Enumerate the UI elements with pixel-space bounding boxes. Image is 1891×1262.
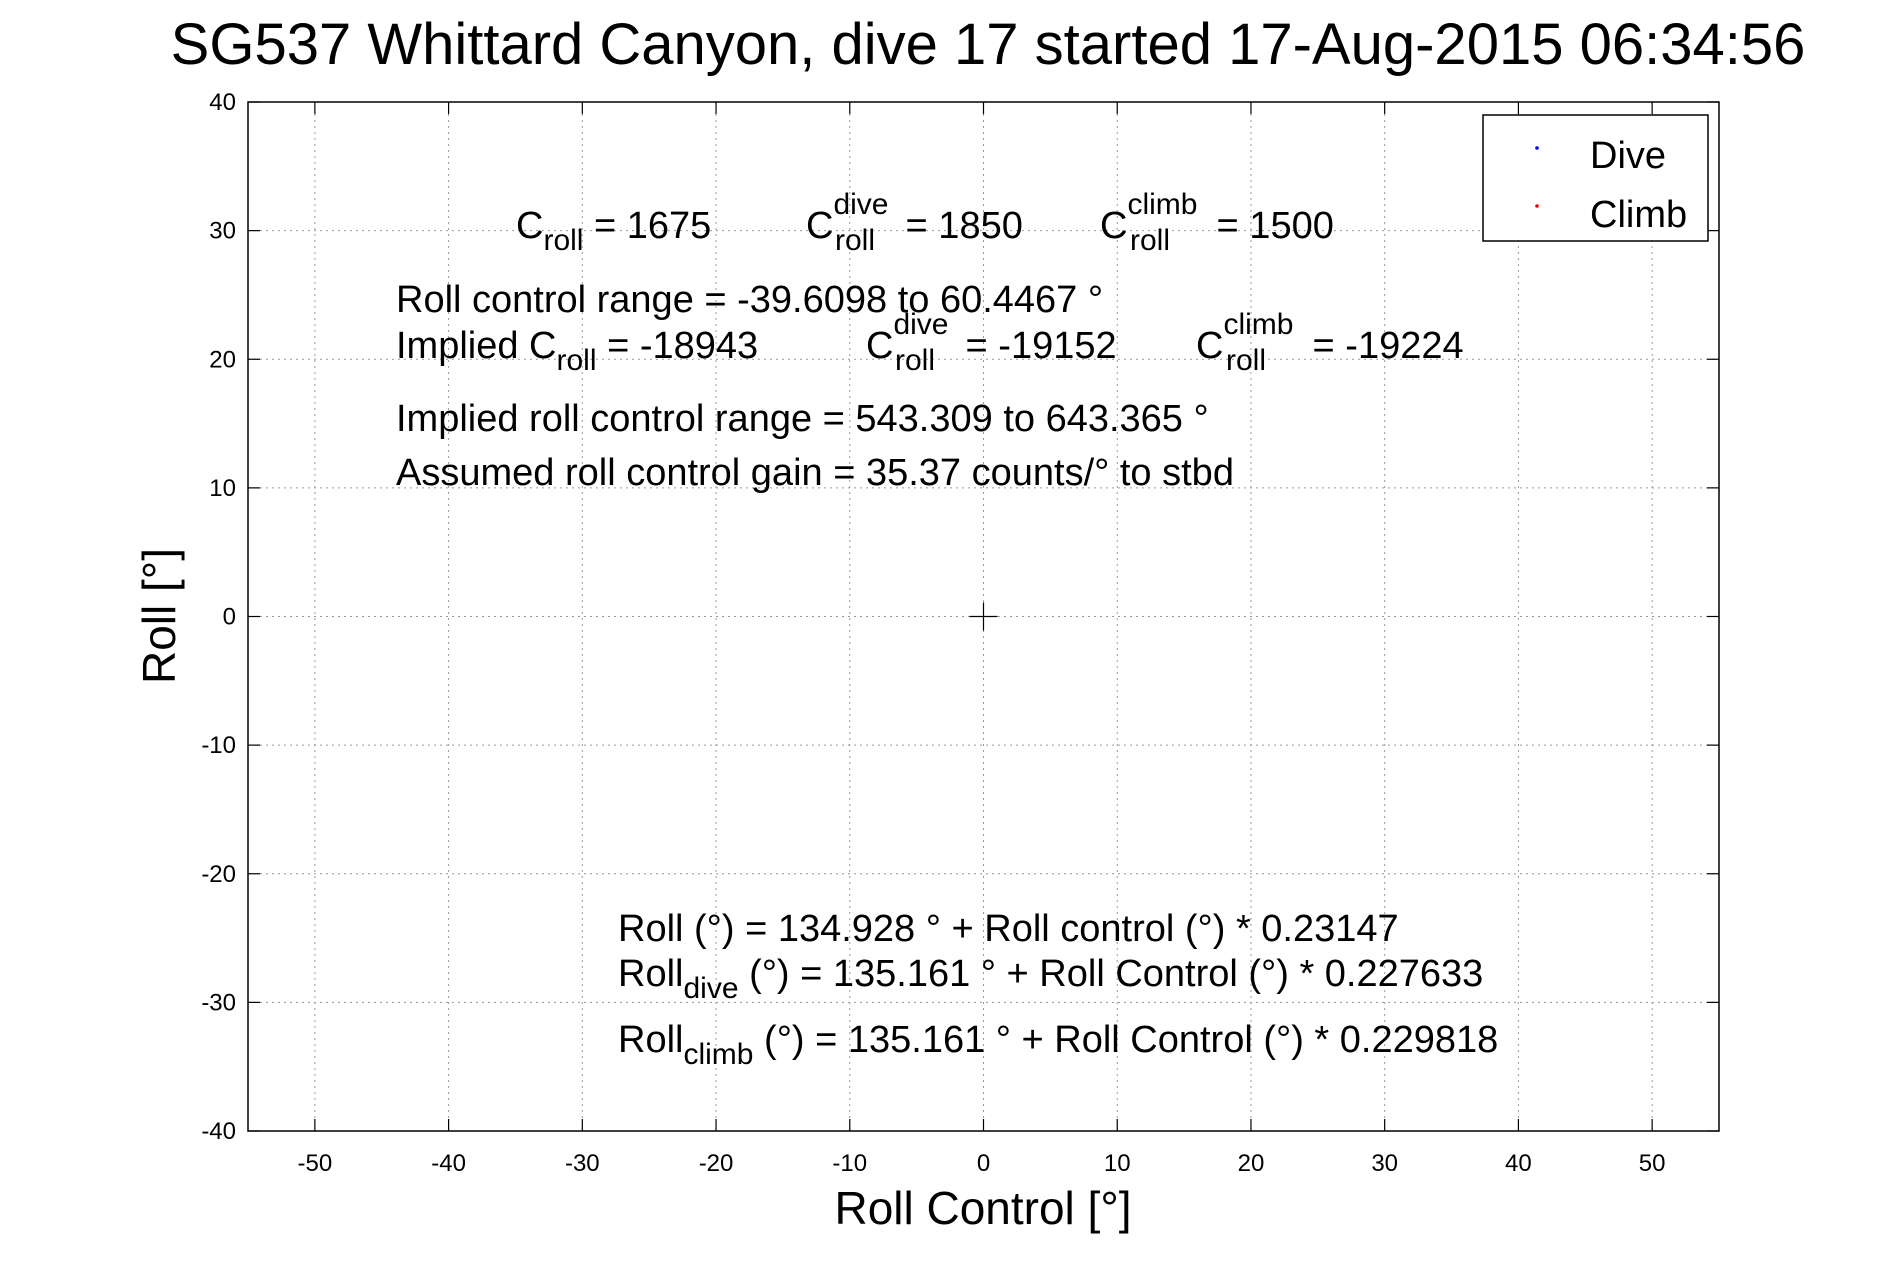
x-tick-label: 40 <box>1505 1150 1532 1177</box>
annotation-implied-c-roll: Implied Croll = -18943 <box>396 325 758 377</box>
annotation-assumed-gain: Assumed roll control gain = 35.37 counts… <box>396 452 1234 494</box>
x-tick-labels: -50 -40 -30 -20 -10 0 10 20 30 40 50 <box>298 1150 1666 1177</box>
y-tick-label: 20 <box>209 346 236 373</box>
x-tick-label: 0 <box>977 1150 990 1177</box>
y-tick-label: -40 <box>201 1118 236 1145</box>
x-tick-label: 50 <box>1639 1150 1666 1177</box>
y-axis-label: Roll [°] <box>133 548 185 684</box>
y-tick-label: -30 <box>201 989 236 1016</box>
y-tick-labels: -40 -30 -20 -10 0 10 20 30 40 <box>201 89 236 1145</box>
x-tick-label: -50 <box>298 1150 333 1177</box>
x-tick-label: 30 <box>1371 1150 1398 1177</box>
annotation-implied-c-roll-dive: Cdive roll = -19152 <box>866 308 1117 377</box>
x-tick-label: -40 <box>431 1150 466 1177</box>
y-tick-label: 10 <box>209 475 236 502</box>
legend: Dive Climb <box>1482 114 1709 242</box>
y-tick-label: 0 <box>223 604 236 631</box>
annotation-implied-c-roll-climb: Cclimb roll = -19224 <box>1196 308 1464 377</box>
annotation-fit-all: Roll (°) = 134.928 ° + Roll control (°) … <box>618 908 1399 950</box>
chart-title: SG537 Whittard Canyon, dive 17 started 1… <box>171 12 1806 77</box>
annotation-fit-climb: Rollclimb (°) = 135.161 ° + Roll Control… <box>618 1019 1498 1071</box>
y-tick-label: -10 <box>201 732 236 759</box>
x-tick-label: 10 <box>1104 1150 1131 1177</box>
x-tick-label: -30 <box>565 1150 600 1177</box>
legend-dive-label: Dive <box>1590 135 1666 177</box>
annotation-implied-roll-control-range: Implied roll control range = 543.309 to … <box>396 398 1209 440</box>
legend-climb-marker <box>1535 204 1539 208</box>
legend-dive-marker <box>1535 146 1539 150</box>
x-tick-label: -20 <box>699 1150 734 1177</box>
x-tick-label: -10 <box>832 1150 867 1177</box>
plot-frame <box>247 101 1720 1132</box>
annotation-fit-dive: Rolldive (°) = 135.161 ° + Roll Control … <box>618 953 1483 1005</box>
x-tick-label: 20 <box>1238 1150 1265 1177</box>
annotation-roll-control-range: Roll control range = -39.6098 to 60.4467… <box>396 279 1103 321</box>
y-tick-label: -20 <box>201 861 236 888</box>
legend-climb-label: Climb <box>1590 194 1687 236</box>
legend-box <box>1482 114 1709 242</box>
annotation-c-roll-dive: Cdive roll = 1850 <box>806 188 1023 257</box>
y-tick-label: 30 <box>209 218 236 245</box>
annotation-c-roll: Croll = 1675 <box>516 205 711 257</box>
x-axis-label: Roll Control [°] <box>834 1182 1131 1234</box>
y-tick-label: 40 <box>209 89 236 116</box>
annotation-c-roll-climb: Cclimb roll = 1500 <box>1100 188 1334 257</box>
origin-crosshair <box>969 602 998 631</box>
